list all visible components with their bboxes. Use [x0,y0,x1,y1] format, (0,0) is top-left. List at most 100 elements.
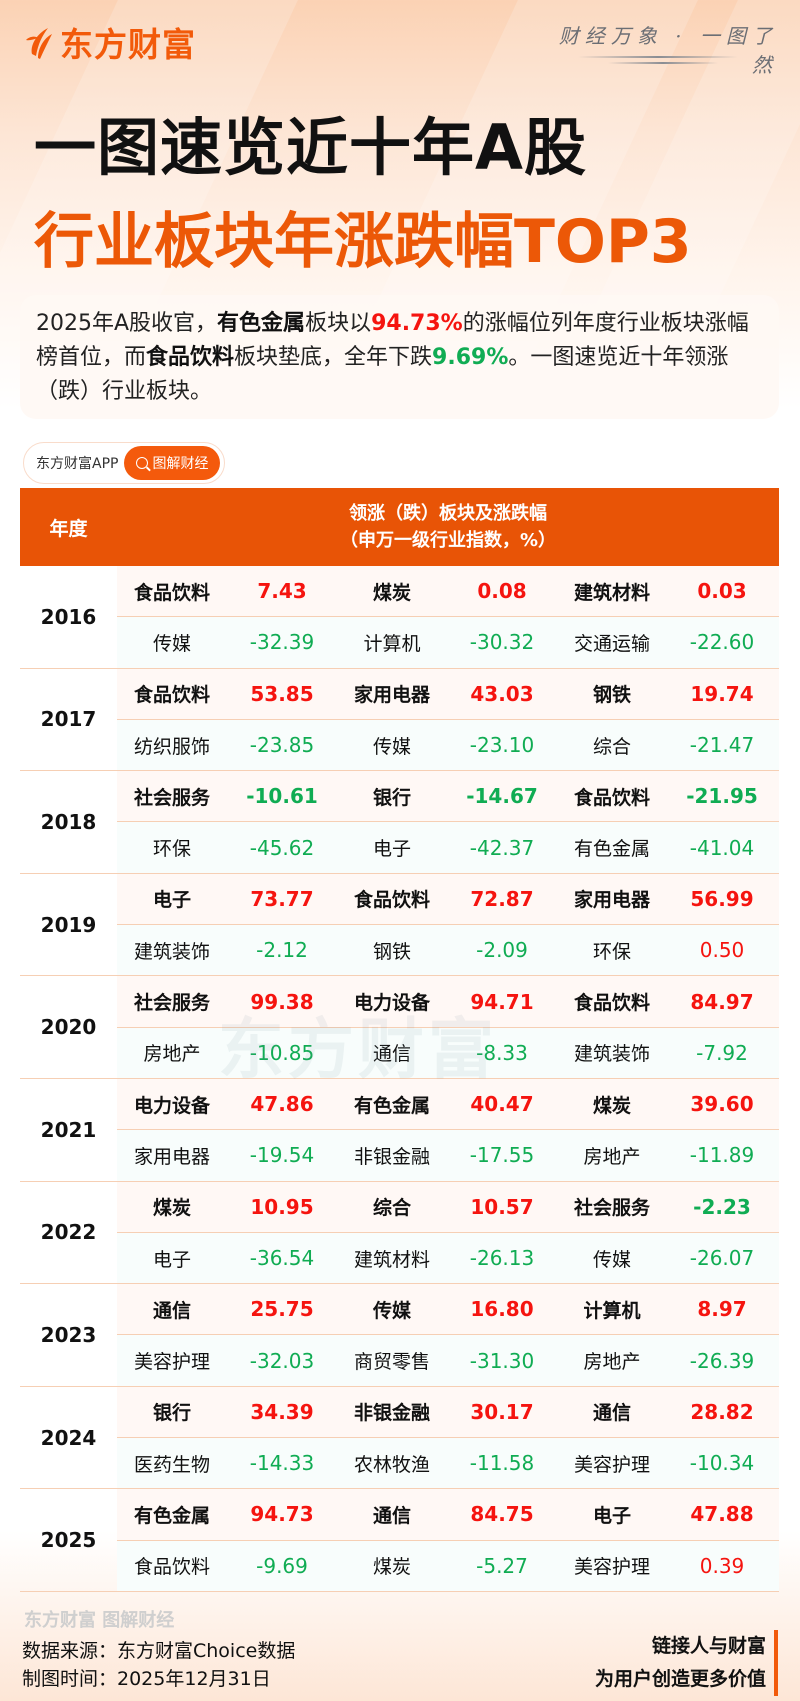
sector-name: 电子 [152,889,191,912]
leading-row: 煤炭 10.95 综合 10.57 社会服务 -2.23 [117,1181,779,1233]
sector-change: 34.39 [250,1399,314,1424]
sector-change: 39.60 [690,1092,754,1117]
lagging-row: 传媒 -32.39 计算机 -30.32 交通运输 -22.60 [117,617,779,668]
sector-change: -23.10 [469,733,535,758]
sector-change: 94.73 [250,1502,314,1527]
sector-change: 0.03 [697,579,747,604]
sector-change: 47.86 [250,1092,314,1117]
sector-name: 家用电器 [573,889,650,912]
sector-change: 53.85 [250,681,314,706]
year-cell: 2023 [40,1322,97,1347]
sector-change: -22.60 [689,630,755,655]
year-cell: 2016 [40,604,97,629]
sector-name: 建筑材料 [573,581,650,604]
chart-date: 制图时间：2025年12月31日 [22,1668,271,1690]
sector-change: 0.39 [699,1553,745,1578]
sector-change: 94.71 [470,989,534,1014]
year-cell: 2024 [40,1425,97,1450]
sector-change: 84.75 [470,1502,534,1527]
intro-top-sector: 有色金属 [217,311,306,336]
sector-name: 有色金属 [133,1504,210,1527]
sector-name: 食品饮料 [573,992,650,1015]
sector-change: -10.34 [689,1451,755,1476]
leading-row: 食品饮料 7.43 煤炭 0.08 建筑材料 0.03 [117,566,779,618]
year-cell: 2025 [40,1528,97,1553]
sector-name: 非银金融 [353,1402,430,1425]
sector-name: 煤炭 [592,1094,631,1117]
leading-row: 社会服务 99.38 电力设备 94.71 食品饮料 84.97 [117,976,779,1028]
footer-tagline: 链接人与财富 为用户创造更多价值 [595,1630,778,1696]
sector-performance-table: 年度 领涨（跌）板块及涨跌幅 （申万一级行业指数，%） 2016 食品饮料 7.… [20,488,779,1592]
data-source: 数据来源：东方财富Choice数据 [22,1640,296,1662]
year-block: 2024 银行 34.39 非银金融 30.17 通信 28.82 医药生物 -14.… [20,1386,779,1490]
sector-name: 美容护理 [133,1351,210,1374]
sector-change: -11.89 [689,1143,755,1168]
intro-text: 板块以 [305,311,372,336]
sector-change: -31.30 [469,1348,535,1373]
sector-change: -26.07 [689,1246,755,1270]
sector-name: 食品饮料 [133,684,210,707]
sector-change: 10.57 [470,1194,534,1219]
year-block: 2023 通信 25.75 传媒 16.80 计算机 8.97 美容护理 -32.03… [20,1284,779,1387]
year-cell: 2019 [40,912,97,937]
sector-change: -45.62 [249,835,315,860]
sector-name: 电力设备 [353,992,430,1015]
sector-name: 非银金融 [353,1145,430,1168]
sector-change: 56.99 [690,886,754,911]
intro-text: 。一图速览近十年领涨（跌）行业板块。 [36,345,729,404]
sector-name: 家用电器 [353,684,430,707]
sector-change: -26.13 [469,1246,535,1270]
sector-name: 煤炭 [372,1556,411,1579]
sector-change: -36.54 [249,1246,315,1270]
lagging-row: 家用电器 -19.54 非银金融 -17.55 房地产 -11.89 [117,1130,779,1181]
sector-change: -14.67 [466,784,538,809]
sector-change: 99.38 [250,989,314,1014]
sector-change: -14.33 [249,1451,315,1476]
intro-bottom-pct: 9.69% [432,345,509,370]
sector-name: 综合 [372,1197,411,1220]
sector-change: -42.37 [469,835,535,860]
app-name: 东方财富APP [36,456,119,472]
page-title-line1: 一图速览近十年A股 [34,111,587,184]
lagging-row: 美容护理 -32.03 商贸零售 -31.30 房地产 -26.39 [117,1335,779,1386]
sector-change: -8.33 [476,1040,528,1065]
sector-change: 7.43 [257,579,307,604]
sector-change: -21.95 [686,784,758,809]
year-block: 2021 电力设备 47.86 有色金属 40.47 煤炭 39.60 家用电器 -1… [20,1078,779,1182]
year-cell: 2022 [40,1220,97,1245]
lagging-row: 房地产 -10.85 通信 -8.33 建筑装饰 -7.92 [117,1027,779,1078]
sector-name: 美容护理 [573,1453,650,1476]
sector-change: -10.61 [246,784,318,809]
sector-change: -17.55 [469,1143,535,1168]
sector-change: 16.80 [470,1297,534,1322]
sector-name: 传媒 [152,632,191,655]
logo-text: 东方财富 [60,25,196,64]
leading-row: 食品饮料 53.85 家用电器 43.03 钢铁 19.74 [117,668,779,720]
year-block: 2025 有色金属 94.73 通信 84.75 电子 47.88 食品饮料 -9.6… [20,1489,779,1592]
sector-change: 40.47 [470,1092,534,1117]
lagging-row: 食品饮料 -9.69 煤炭 -5.27 美容护理 0.39 [117,1540,779,1591]
year-block: 2020 社会服务 99.38 电力设备 94.71 食品饮料 84.97 房地产 -… [20,976,779,1079]
sector-name: 建筑材料 [353,1248,430,1271]
sector-change: -32.03 [249,1348,315,1373]
year-cell: 2017 [40,707,97,732]
tagline-line1: 链接人与财富 [651,1635,766,1657]
sector-change: 30.17 [470,1399,534,1424]
sector-name: 交通运输 [573,632,650,655]
search-button[interactable]: 图解财经 [124,446,221,480]
sector-name: 商贸零售 [353,1351,430,1374]
year-block: 2016 食品饮料 7.43 煤炭 0.08 建筑材料 0.03 传媒 -32.39 计… [20,566,779,669]
intro-text: 2025年A股收官， [36,311,218,336]
slogan-text: 财经万象 · 一图了然 [558,24,778,77]
sector-change: -2.12 [256,938,308,963]
intro-text: 板块垫底，全年下跌 [234,345,433,370]
sector-change: -23.85 [249,733,315,758]
sector-change: -2.09 [476,938,528,963]
sector-change: -19.54 [249,1143,315,1168]
sector-name: 传媒 [372,735,411,758]
footer-brand-mark: 东方财富 图解财经 [24,1610,175,1631]
sector-name: 社会服务 [133,786,210,809]
sector-name: 煤炭 [152,1197,191,1220]
sector-change: 47.88 [690,1502,754,1527]
sector-change: 10.95 [250,1194,314,1219]
